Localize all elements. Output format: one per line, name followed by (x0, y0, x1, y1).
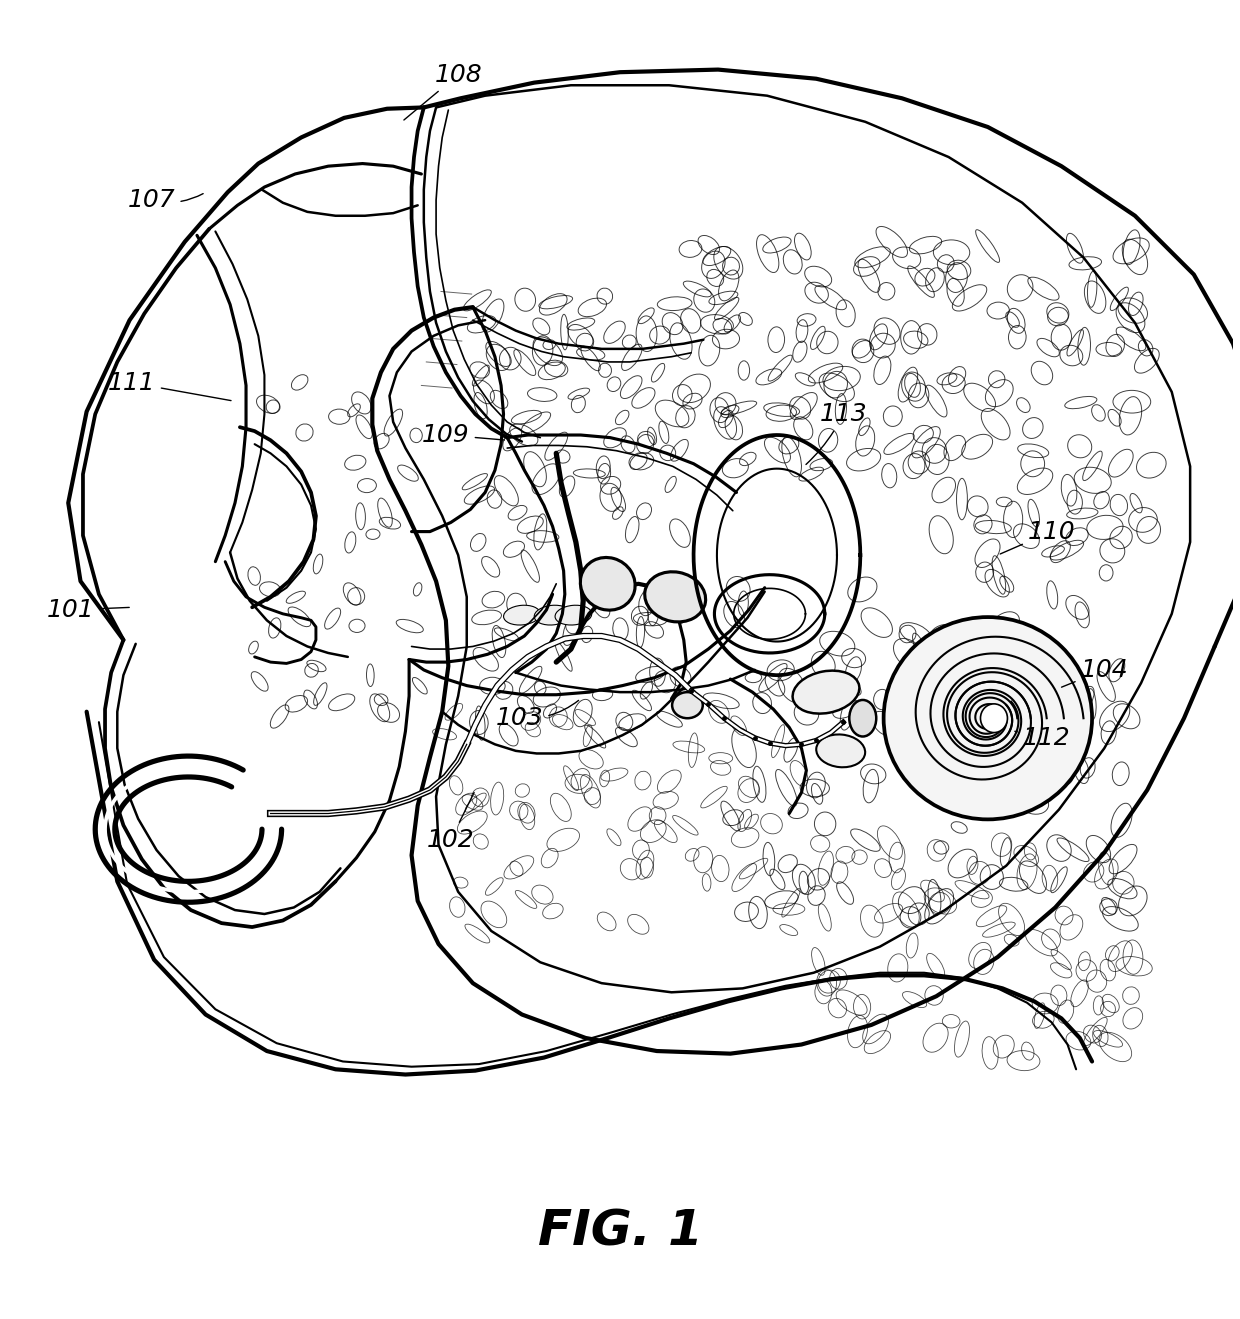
Text: 112: 112 (1014, 725, 1070, 749)
Ellipse shape (534, 605, 570, 625)
Ellipse shape (556, 605, 591, 625)
Text: 107: 107 (128, 189, 203, 212)
Ellipse shape (981, 704, 1007, 732)
Ellipse shape (884, 617, 1092, 819)
Text: 108: 108 (404, 63, 482, 120)
Text: 109: 109 (422, 423, 505, 447)
Ellipse shape (580, 558, 635, 611)
Text: 110: 110 (1001, 520, 1075, 554)
Text: 102: 102 (427, 793, 475, 852)
Ellipse shape (672, 692, 703, 719)
Ellipse shape (849, 700, 877, 736)
Text: 103: 103 (496, 700, 579, 731)
Text: FIG. 1: FIG. 1 (538, 1207, 702, 1256)
Ellipse shape (792, 670, 859, 714)
Ellipse shape (645, 571, 706, 623)
Text: 111: 111 (108, 371, 231, 401)
Text: 104: 104 (1061, 658, 1128, 687)
Ellipse shape (503, 605, 541, 625)
Text: 113: 113 (806, 402, 867, 464)
Text: 101: 101 (47, 598, 129, 621)
Ellipse shape (816, 735, 866, 768)
